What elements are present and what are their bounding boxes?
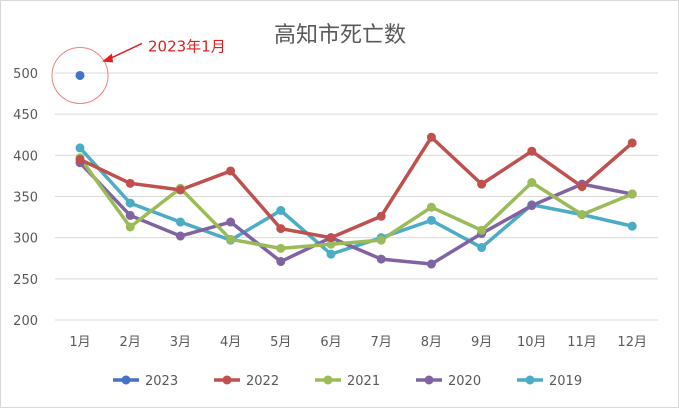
series-line-2020 <box>78 161 633 266</box>
point-2021-12 <box>627 189 637 199</box>
legend-label-2020: 2020 <box>448 374 481 389</box>
point-2023-1 <box>75 70 85 80</box>
point-2019-6 <box>326 249 336 259</box>
legend-label-2022: 2022 <box>246 374 279 389</box>
point-2022-2 <box>125 178 135 188</box>
x-tick-label: 4月 <box>220 335 241 350</box>
series-line-2019 <box>78 146 633 256</box>
y-tick-label: 300 <box>13 232 38 247</box>
point-2022-6 <box>326 233 336 243</box>
point-2022-3 <box>175 185 185 195</box>
x-tick-label: 1月 <box>69 335 90 350</box>
annotation-arrowhead <box>102 53 113 63</box>
y-tick-label: 350 <box>13 191 38 206</box>
series-line-2021 <box>78 156 633 251</box>
point-2020-3 <box>175 231 185 241</box>
legend: 2023 2022 2021 2020 2019 <box>113 374 582 389</box>
point-2022-10 <box>527 146 537 156</box>
point-2019-5 <box>276 205 286 215</box>
series-markers <box>75 70 637 269</box>
x-axis-ticks: 1月 2月 3月 4月 5月 6月 7月 8月 9月 10月 11月 12月 <box>69 335 647 350</box>
point-2020-7 <box>376 254 386 264</box>
gridlines <box>55 72 658 321</box>
point-2022-11 <box>577 182 587 192</box>
legend-label-2021: 2021 <box>347 374 380 389</box>
chart-title: 高知市死亡数 <box>274 23 406 48</box>
annotation-circle <box>51 46 109 104</box>
point-2021-7 <box>376 235 386 245</box>
legend-label-2019: 2019 <box>549 374 582 389</box>
point-2022-4 <box>226 166 236 176</box>
legend-marker-2023 <box>121 375 131 385</box>
x-tick-label: 10月 <box>517 335 547 350</box>
point-2021-5 <box>276 243 286 253</box>
y-tick-label: 500 <box>13 67 38 82</box>
y-axis-ticks: 200 250 300 350 400 450 500 <box>13 67 38 329</box>
y-tick-label: 250 <box>13 273 38 288</box>
point-2020-5 <box>276 257 286 267</box>
point-2021-4 <box>226 234 236 244</box>
point-2019-1 <box>75 143 85 153</box>
x-tick-label: 3月 <box>170 335 191 350</box>
point-2019-9 <box>477 243 487 253</box>
legend-marker-2019 <box>525 375 535 385</box>
x-tick-label: 6月 <box>320 335 341 350</box>
series-line-2022 <box>79 135 634 240</box>
annotation-arrow <box>107 42 143 61</box>
point-2022-9 <box>477 179 487 189</box>
point-2022-8 <box>426 132 436 142</box>
point-2021-11 <box>577 210 587 220</box>
y-tick-label: 450 <box>13 108 38 123</box>
x-tick-label: 5月 <box>270 335 291 350</box>
legend-label-2023: 2023 <box>145 374 178 389</box>
legend-marker-2022 <box>222 375 232 385</box>
legend-marker-2021 <box>323 375 333 385</box>
point-2020-2 <box>125 210 135 220</box>
annotation-label: 2023年1月 <box>148 37 226 55</box>
point-2020-10 <box>527 201 537 211</box>
legend-marker-2020 <box>424 375 434 385</box>
x-tick-label: 11月 <box>567 335 597 350</box>
x-tick-label: 2月 <box>120 335 141 350</box>
x-tick-label: 8月 <box>421 335 442 350</box>
point-2021-2 <box>125 222 135 232</box>
point-2019-2 <box>125 198 135 208</box>
point-2022-1 <box>75 154 85 164</box>
y-tick-label: 200 <box>13 314 38 329</box>
x-tick-label: 9月 <box>471 335 492 350</box>
annotation: 2023年1月 <box>51 37 226 104</box>
point-2021-6 <box>326 239 336 249</box>
point-2022-7 <box>376 211 386 221</box>
point-2021-9 <box>477 225 487 235</box>
y-tick-label: 400 <box>13 149 38 164</box>
point-2021-10 <box>527 178 537 188</box>
x-tick-label: 12月 <box>617 335 647 350</box>
point-2019-12 <box>627 221 637 231</box>
x-tick-label: 7月 <box>371 335 392 350</box>
point-2022-12 <box>627 138 637 148</box>
point-2021-8 <box>426 202 436 212</box>
point-2019-8 <box>426 215 436 225</box>
point-2022-5 <box>276 224 286 234</box>
point-2020-8 <box>426 259 436 269</box>
series-lines <box>78 135 634 266</box>
point-2019-3 <box>175 217 185 227</box>
point-2020-4 <box>226 217 236 227</box>
